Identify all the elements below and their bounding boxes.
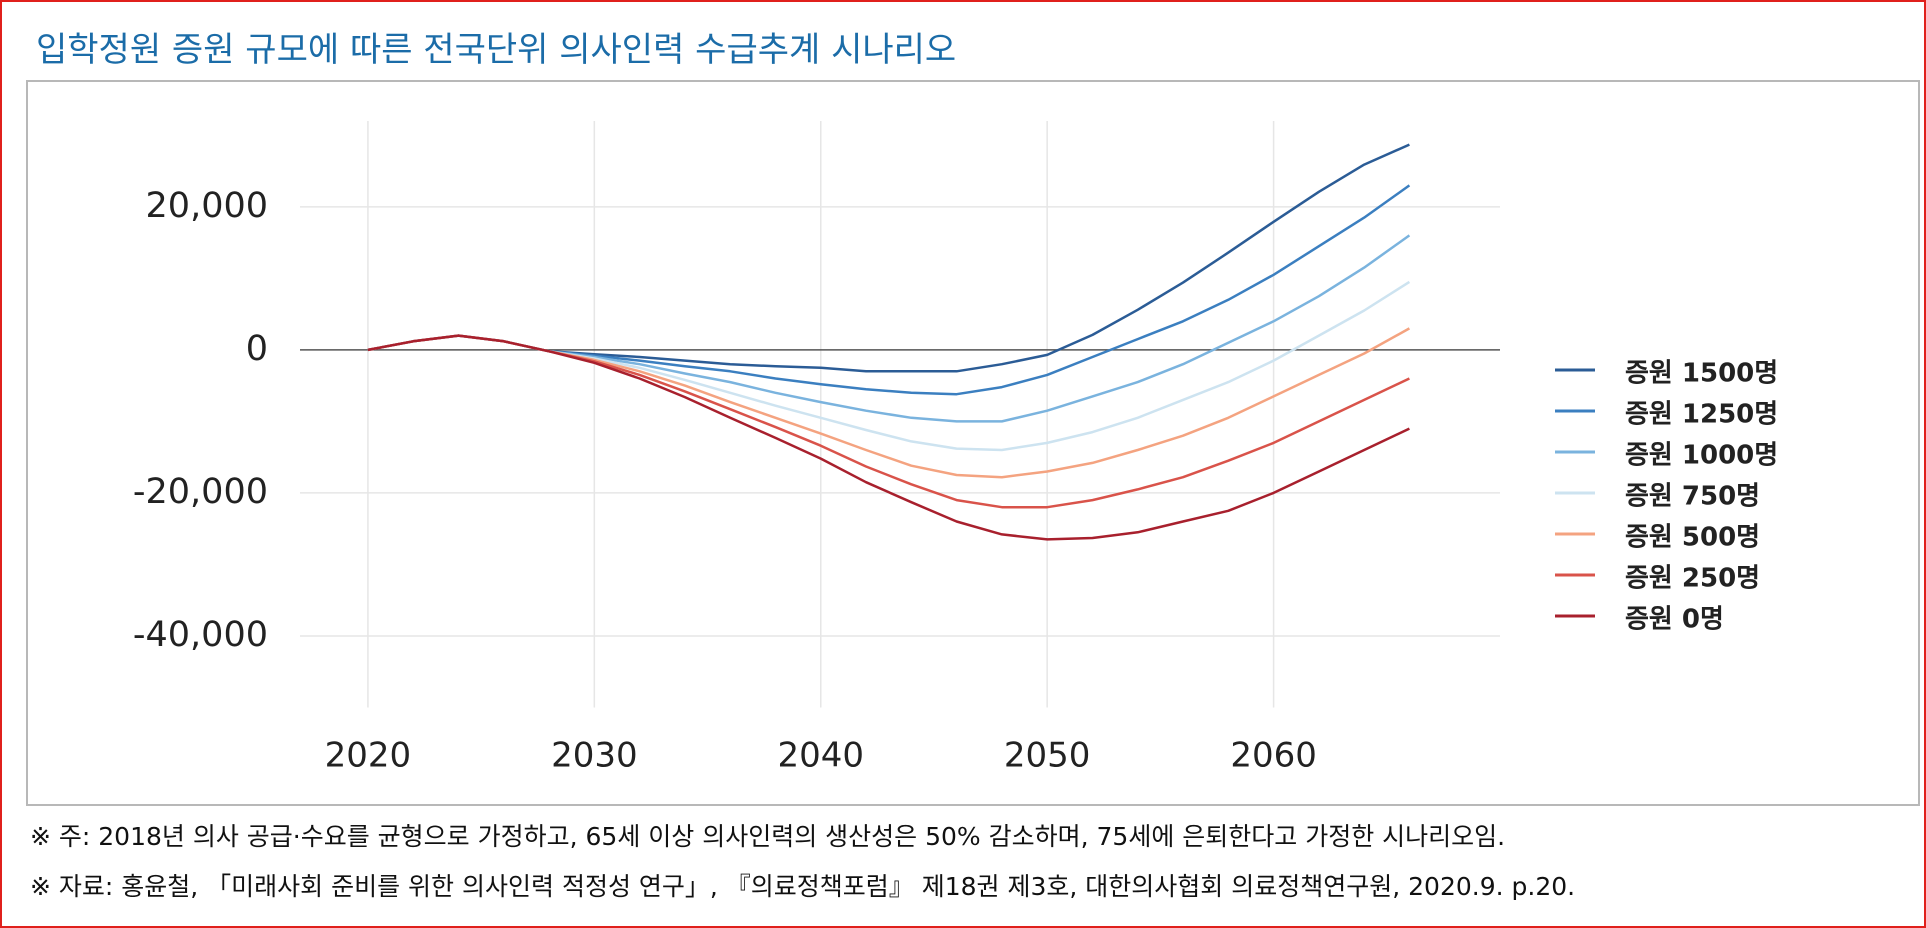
y-tick-label: -20,000	[133, 472, 268, 512]
legend-label: 증원 1500명	[1625, 359, 1778, 389]
series-line	[367, 334, 1410, 541]
series-line	[367, 184, 1411, 396]
legend-label: 증원 0명	[1625, 605, 1724, 635]
legend-label: 증원 250명	[1625, 564, 1760, 594]
series-line	[367, 334, 1410, 509]
x-tick-label: 2020	[325, 736, 412, 776]
series-line	[367, 327, 1411, 479]
x-tick-label: 2040	[777, 736, 864, 776]
x-tick-label: 2050	[1004, 736, 1091, 776]
series-line	[367, 280, 1411, 452]
note: ※ 자료: 홍윤철, 「미래사회 준비를 위한 의사인력 적정성 연구」, 『의…	[30, 872, 1576, 901]
note: ※ 주: 2018년 의사 공급·수요를 균형으로 가정하고, 65세 이상 의…	[30, 822, 1506, 851]
y-tick-label: -40,000	[133, 615, 268, 655]
legend-label: 증원 1250명	[1625, 400, 1778, 430]
x-tick-label: 2060	[1230, 736, 1317, 776]
chart-box	[26, 80, 1920, 806]
notes: ※ 주: 2018년 의사 공급·수요를 균형으로 가정하고, 65세 이상 의…	[30, 812, 1575, 912]
series-line	[367, 234, 1411, 423]
y-tick-label: 0	[246, 329, 268, 369]
series-line	[367, 143, 1410, 373]
x-tick-label: 2030	[551, 736, 638, 776]
legend-label: 증원 1000명	[1625, 441, 1778, 471]
legend-label: 증원 500명	[1625, 523, 1760, 553]
page-title: 입학정원 증원 규모에 따른 전국단위 의사인력 수급추계 시나리오	[36, 30, 957, 70]
y-tick-label: 20,000	[146, 186, 268, 226]
legend-label: 증원 750명	[1625, 482, 1760, 512]
